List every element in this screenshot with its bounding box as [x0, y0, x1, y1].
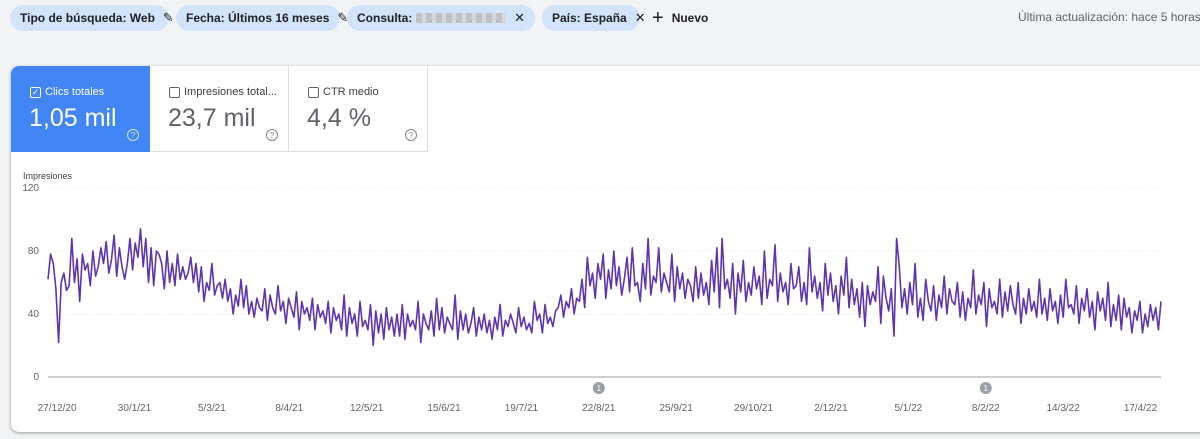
help-icon[interactable]: ?: [405, 129, 417, 141]
metric-total-clicks[interactable]: ✓ Clics totales 1,05 mil ?: [11, 66, 150, 152]
x-tick-label: 17/4/22: [1124, 403, 1158, 414]
chart-y-axis-label: Impresiones: [23, 171, 73, 181]
x-tick-label: 8/2/22: [972, 403, 1000, 414]
close-icon[interactable]: ✕: [634, 10, 646, 25]
metric-ctr[interactable]: CTR medio 4,4 % ?: [289, 66, 428, 152]
y-tick-label: 40: [28, 309, 40, 320]
x-tick-label: 25/9/21: [660, 403, 694, 414]
chip-country[interactable]: País: España ✕: [542, 5, 646, 31]
help-icon[interactable]: ?: [127, 129, 139, 141]
x-tick-label: 29/10/21: [734, 403, 773, 414]
x-tick-label: 8/4/21: [275, 403, 303, 414]
impressions-line-chart[interactable]: 0 40 80 120 27/12/20 30/1/21 5/3/21 8/4/21 12/5/…: [11, 66, 1200, 432]
annotation-label: 1: [984, 384, 989, 393]
chip-search-type[interactable]: Tipo de búsqueda: Web ✎: [10, 5, 174, 31]
chip-country-label: País: España: [552, 11, 627, 25]
metric-impressions-header: Impresiones total...: [169, 86, 277, 98]
metric-impressions[interactable]: Impresiones total... 23,7 mil ?: [150, 66, 289, 152]
chip-date[interactable]: Fecha: Últimos 16 meses ✎: [176, 5, 348, 31]
annotation-marker[interactable]: 1: [592, 382, 605, 394]
plus-icon: +: [652, 7, 664, 29]
y-tick-label: 80: [28, 246, 40, 257]
chip-search-type-label: Tipo de búsqueda: Web: [20, 11, 155, 25]
x-tick-label: 27/12/20: [38, 403, 77, 414]
checkbox-icon[interactable]: [169, 86, 180, 98]
checkbox-icon[interactable]: [308, 86, 319, 98]
annotation-label: 1: [597, 384, 602, 393]
y-tick-label: 0: [33, 372, 39, 383]
x-tick-label: 19/7/21: [505, 403, 539, 414]
x-tick-label: 12/5/21: [350, 403, 384, 414]
impressions-series-line[interactable]: [47, 228, 1162, 347]
new-filter-button[interactable]: + Nuevo: [652, 5, 708, 31]
x-tick-label: 5/3/21: [198, 403, 226, 414]
close-icon[interactable]: ✕: [514, 10, 525, 25]
chip-query[interactable]: Consulta: ✕: [347, 5, 535, 31]
metric-total-clicks-value: 1,05 mil: [29, 104, 117, 132]
metric-impressions-value: 23,7 mil: [168, 104, 256, 132]
metric-ctr-label: CTR medio: [323, 86, 379, 98]
y-tick-label: 120: [22, 183, 39, 194]
x-tick-label: 2/12/21: [814, 403, 848, 414]
x-tick-label: 15/6/21: [427, 403, 461, 414]
metric-total-clicks-label: Clics totales: [45, 86, 105, 98]
metric-ctr-header: CTR medio: [308, 86, 379, 98]
pencil-icon[interactable]: ✎: [162, 10, 174, 25]
annotation-marker[interactable]: 1: [979, 382, 992, 394]
metric-ctr-value: 4,4 %: [307, 104, 371, 132]
x-tick-label: 22/8/21: [582, 403, 616, 414]
x-tick-label: 30/1/21: [118, 403, 152, 414]
new-filter-label: Nuevo: [671, 11, 709, 25]
x-tick-label: 5/1/22: [894, 403, 922, 414]
checkbox-icon[interactable]: ✓: [30, 86, 41, 98]
help-icon[interactable]: ?: [266, 129, 278, 141]
metric-impressions-label: Impresiones total...: [184, 86, 277, 98]
metric-total-clicks-header: ✓ Clics totales: [30, 86, 104, 98]
chip-query-label: Consulta:: [357, 11, 413, 25]
pencil-icon[interactable]: ✎: [337, 10, 349, 25]
performance-card: ✓ Clics totales 1,05 mil ? Impresiones t…: [11, 66, 1200, 432]
filter-bar: Tipo de búsqueda: Web ✎ Fecha: Últimos 1…: [0, 0, 1200, 36]
redacted-query: [416, 13, 507, 23]
x-tick-label: 14/3/22: [1046, 403, 1080, 414]
last-updated-text: Última actualización: hace 5 horas: [1018, 10, 1200, 24]
chip-date-label: Fecha: Últimos 16 meses: [186, 11, 330, 25]
